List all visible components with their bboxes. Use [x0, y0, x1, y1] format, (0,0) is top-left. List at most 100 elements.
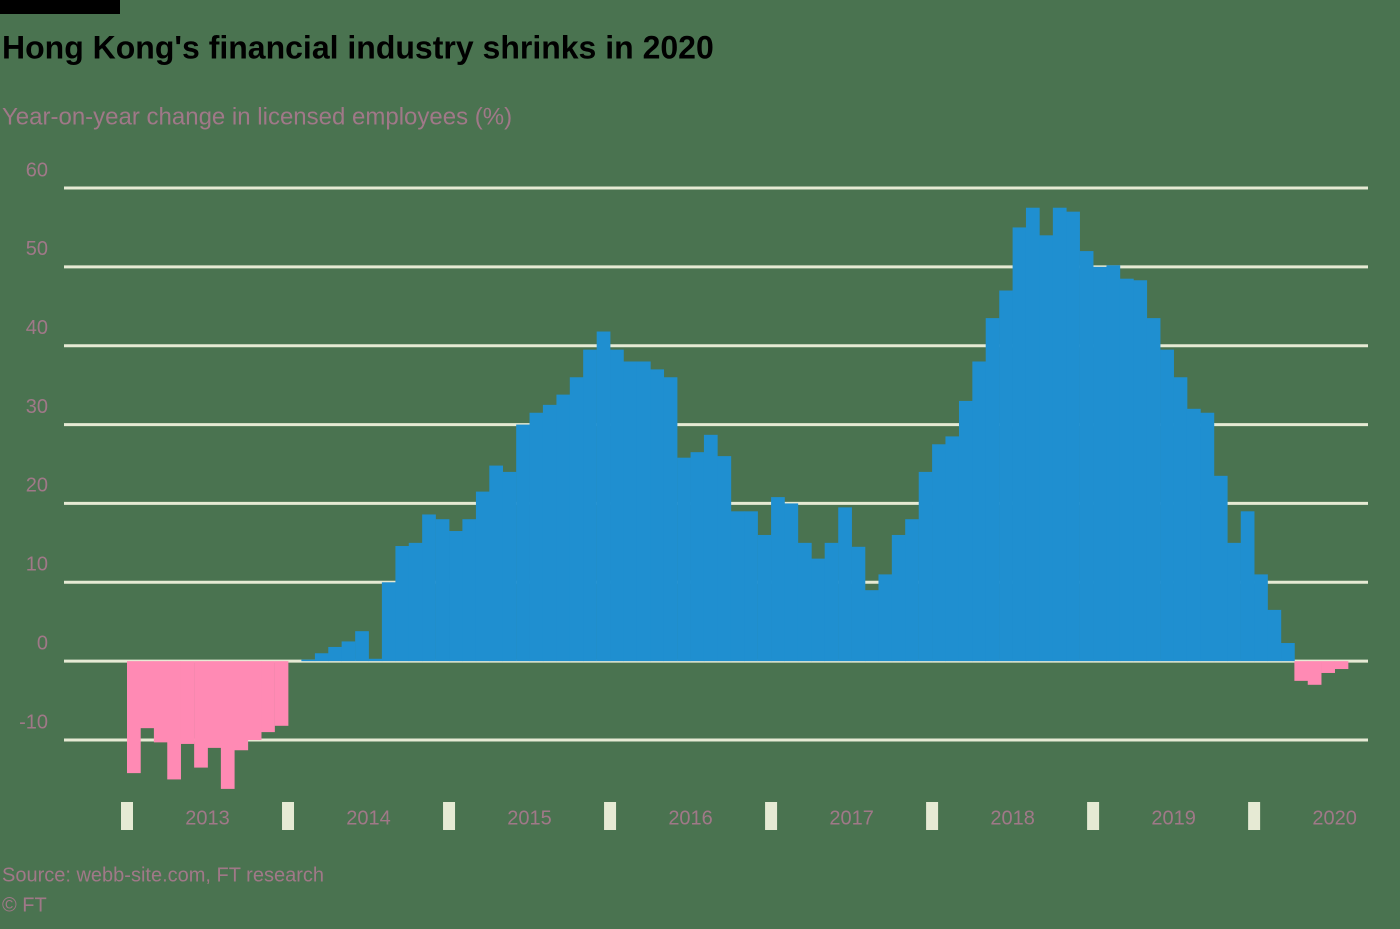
bar [1012, 227, 1027, 662]
bar [180, 661, 195, 744]
bar [864, 590, 879, 662]
bar [1052, 207, 1067, 662]
y-tick-label: 20 [26, 475, 48, 497]
bar [341, 641, 356, 662]
bar [958, 400, 973, 662]
bar [1173, 377, 1188, 662]
x-tick-mark [443, 802, 456, 830]
bar [623, 361, 638, 662]
bar [1321, 661, 1335, 673]
bar [945, 436, 960, 662]
bar [502, 471, 517, 662]
bar [1294, 661, 1309, 681]
x-tick-label: 2016 [668, 807, 713, 829]
bar [596, 331, 611, 662]
x-tick-mark [926, 802, 939, 830]
bar [610, 349, 624, 662]
y-tick-label: 30 [26, 396, 48, 418]
bar [314, 653, 329, 662]
x-tick-mark [1087, 802, 1100, 830]
bar [1160, 349, 1174, 662]
bar [932, 444, 946, 662]
bar [1254, 574, 1268, 662]
bar [1079, 251, 1094, 662]
bar [422, 514, 436, 662]
bar [1267, 609, 1282, 662]
credit: © FT [2, 894, 47, 916]
x-tick-label: 2017 [829, 807, 874, 829]
bar [462, 519, 477, 662]
bar [851, 546, 866, 662]
bar [1025, 207, 1040, 662]
y-tick-label: 40 [26, 317, 48, 339]
bar [449, 531, 463, 662]
bar [784, 503, 799, 662]
x-tick-label: 2020 [1312, 807, 1357, 829]
x-tick-label: 2019 [1151, 807, 1196, 829]
bar [167, 661, 181, 780]
bar [999, 290, 1013, 662]
bar [274, 661, 289, 726]
source: Source: webb-site.com, FT research [2, 864, 324, 886]
x-tick-label: 2015 [507, 807, 552, 829]
bar [516, 424, 530, 662]
bar [542, 404, 557, 662]
x-tick-mark [121, 802, 133, 830]
bar [690, 452, 705, 662]
bar [1307, 661, 1322, 685]
x-tick-mark [282, 802, 295, 830]
bar [650, 369, 665, 662]
bar [395, 546, 410, 662]
bar [878, 574, 893, 662]
bar [757, 534, 772, 662]
bar [744, 511, 758, 662]
bar [1106, 265, 1121, 662]
x-tick-mark [604, 802, 617, 830]
bar [475, 491, 490, 662]
bar [328, 646, 342, 662]
x-tick-mark [1248, 802, 1261, 830]
bar [824, 542, 839, 662]
bar [838, 507, 852, 662]
y-tick-label: 50 [26, 238, 48, 260]
bar [489, 465, 504, 662]
bar [663, 377, 678, 662]
y-tick-label: 0 [37, 632, 48, 654]
x-tick-label: 2013 [185, 807, 230, 829]
bar [408, 542, 423, 662]
bar [1093, 266, 1107, 662]
bar [1146, 318, 1161, 662]
bar [811, 558, 826, 662]
chart-title: Hong Kong's financial industry shrinks i… [2, 29, 714, 65]
bar [918, 471, 933, 662]
bar [703, 434, 718, 662]
bar [140, 661, 155, 729]
bar [636, 361, 651, 662]
x-tick-mark [765, 802, 778, 830]
bar [677, 457, 691, 662]
bar [234, 661, 249, 751]
bar [1227, 542, 1241, 662]
y-tick-label: -10 [19, 711, 48, 733]
x-tick-label: 2014 [346, 807, 391, 829]
bar [529, 412, 544, 662]
y-tick-label: 60 [26, 159, 48, 181]
bar [569, 377, 584, 662]
bar [435, 519, 450, 662]
brand-bar [0, 0, 120, 14]
bar [381, 582, 396, 662]
y-tick-label: 10 [26, 554, 48, 576]
bar [891, 534, 906, 662]
bar [771, 497, 785, 662]
bar [583, 349, 597, 662]
bar [301, 659, 316, 662]
bar [207, 661, 222, 748]
bar [1039, 235, 1054, 662]
bar [194, 661, 208, 768]
bar [368, 658, 383, 662]
bar [1200, 412, 1215, 662]
bar [1240, 511, 1255, 662]
bar [985, 318, 1000, 662]
